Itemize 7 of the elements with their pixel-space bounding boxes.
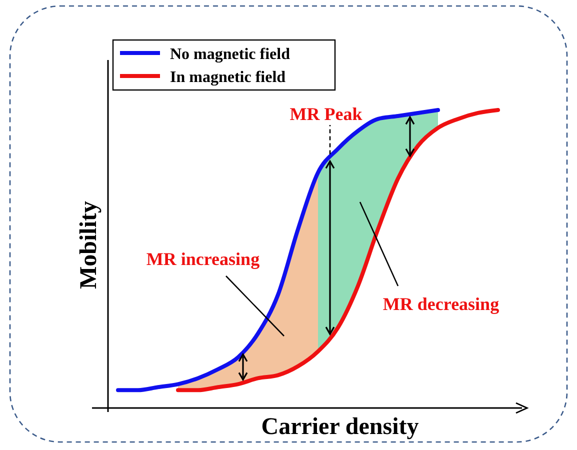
annotation: MR Peak	[290, 104, 362, 124]
y-axis-title: Mobility	[76, 201, 102, 289]
legend-label: No magnetic field	[170, 46, 290, 63]
legend-label: In magnetic field	[170, 69, 286, 86]
x-axis-title: Carrier density	[261, 414, 419, 440]
annotation: MR increasing	[146, 249, 260, 269]
annotation: MR decreasing	[382, 294, 500, 314]
